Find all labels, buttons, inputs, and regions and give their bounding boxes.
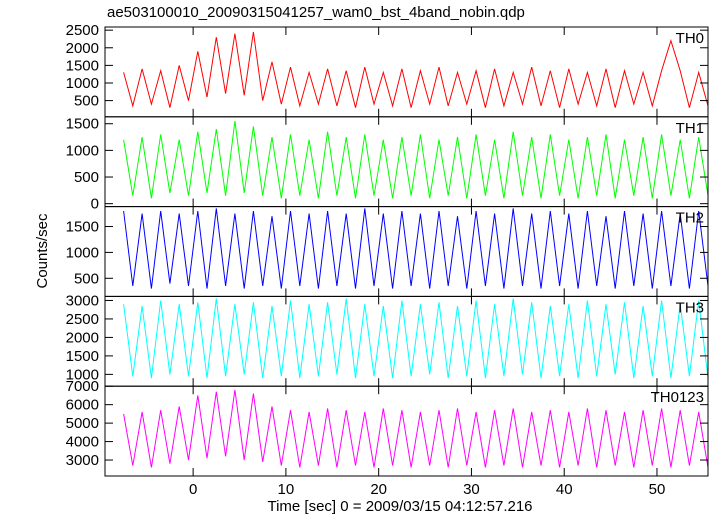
y-tick-label: 2500 [66,22,99,39]
panel-label: TH2 [676,210,704,227]
y-tick-label: 500 [74,169,99,186]
data-line [123,208,709,289]
data-line [123,31,709,108]
chart-title: ae503100010_20090315041257_wam0_bst_4ban… [107,4,525,21]
panel-label: TH3 [676,299,704,316]
x-tick-label: 10 [278,481,295,498]
y-tick-label: 1000 [66,244,99,261]
y-tick-label: 500 [74,93,99,110]
y-tick-label: 1500 [66,57,99,74]
y-tick-label: 2000 [66,40,99,57]
x-axis-label: Time [sec] 0 = 2009/03/15 04:12:57.216 [267,498,532,515]
y-tick-label: 1000 [66,366,99,383]
data-line [123,121,709,199]
y-tick-label: 3000 [66,292,99,309]
x-tick-label: 30 [463,481,480,498]
panel-frame [104,385,709,477]
y-tick-label: 500 [74,270,99,287]
data-line [123,389,709,468]
y-tick-label: 3000 [66,452,99,469]
y-tick-label: 1500 [66,116,99,133]
y-tick-label: 1500 [66,348,99,365]
x-tick-label: 0 [189,481,197,498]
panel-frame [104,116,709,208]
data-line [123,298,709,379]
y-tick-label: 5000 [66,415,99,432]
x-tick-label: 50 [649,481,666,498]
y-tick-label: 1000 [66,75,99,92]
y-tick-label: 0 [91,196,99,213]
panel-frame [104,26,709,118]
x-tick-label: 40 [556,481,573,498]
panel-label: TH1 [676,120,704,137]
x-tick-label: 20 [370,481,387,498]
y-tick-label: 6000 [66,397,99,414]
y-tick-label: 1000 [66,142,99,159]
panel-label: TH0 [676,30,704,47]
y-tick-label: 7000 [66,378,99,395]
y-tick-label: 2000 [66,329,99,346]
y-tick-label: 2500 [66,311,99,328]
y-tick-label: 1500 [66,219,99,236]
y-tick-label: 4000 [66,434,99,451]
y-axis-label: Counts/sec [34,213,51,289]
panel-label: TH0123 [651,389,704,406]
